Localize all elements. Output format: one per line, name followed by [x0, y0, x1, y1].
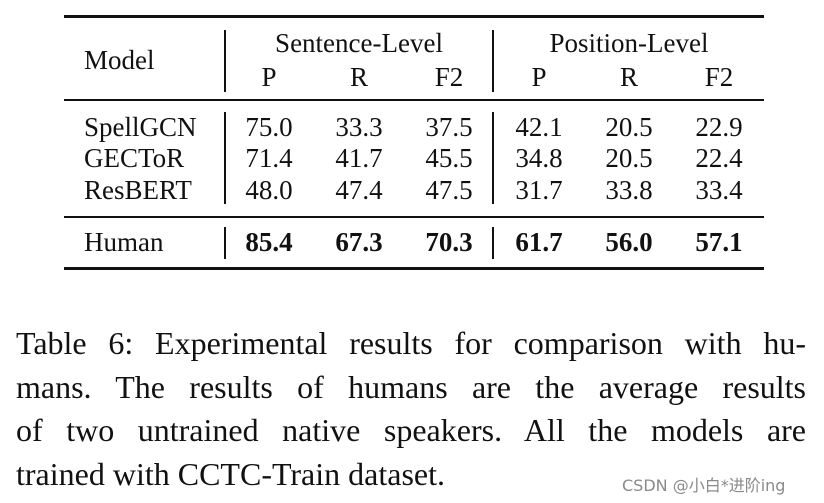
table-human-separator-rule [64, 216, 764, 218]
model-column-header: Model [84, 45, 155, 75]
table-cell-bold: 67.3 [335, 227, 383, 257]
table-cell: 33.3 [335, 112, 383, 142]
caption-line: mans. The results of humans are the aver… [16, 368, 806, 405]
sub-header-r: R [619, 62, 639, 92]
sub-header-f2: F2 [704, 62, 734, 92]
table-cell-bold: 57.1 [695, 227, 743, 257]
table-caption: Table 6: Experimental results for compar… [16, 322, 806, 496]
sub-header-p: P [531, 62, 547, 92]
body-separator-left [224, 112, 226, 204]
row-model-name: SpellGCN [84, 112, 197, 142]
caption-line: of two untrained native speakers. All th… [16, 412, 806, 448]
header-separator-right [492, 30, 494, 92]
sub-header-f2: F2 [434, 62, 464, 92]
table-header-rule [64, 99, 764, 101]
caption-line: trained with CCTC-Train dataset. [16, 455, 445, 492]
table-cell: 34.8 [515, 143, 563, 173]
row-model-name: Human [84, 227, 164, 257]
table-cell: 75.0 [245, 112, 293, 142]
table-cell-bold: 70.3 [425, 227, 473, 257]
sub-header-r: R [349, 62, 369, 92]
table-cell: 41.7 [335, 143, 383, 173]
position-level-header: Position-Level [549, 28, 709, 58]
table-cell: 45.5 [425, 143, 473, 173]
table-cell: 20.5 [605, 112, 653, 142]
human-separator-left [224, 227, 226, 259]
table-cell: 42.1 [515, 112, 563, 142]
sub-header-p: P [261, 62, 277, 92]
watermark-text: CSDN @小白*进阶ing [622, 476, 786, 495]
header-separator-left [224, 30, 226, 92]
table-cell: 48.0 [245, 175, 293, 205]
table-cell: 71.4 [245, 143, 293, 173]
table-cell: 22.9 [695, 112, 743, 142]
table-cell-bold: 61.7 [515, 227, 563, 257]
row-model-name: GECToR [84, 143, 185, 173]
caption-line: Table 6: Experimental results for compar… [16, 325, 806, 361]
table-cell: 31.7 [515, 175, 563, 205]
table-cell: 47.4 [335, 175, 383, 205]
sentence-level-header: Sentence-Level [275, 28, 443, 58]
row-model-name: ResBERT [84, 175, 192, 205]
table-cell: 20.5 [605, 143, 653, 173]
body-separator-right [492, 112, 494, 204]
human-separator-right [492, 227, 494, 259]
table-cell-bold: 56.0 [605, 227, 653, 257]
table-bottom-rule [64, 267, 764, 270]
table-cell: 33.8 [605, 175, 653, 205]
table-cell-bold: 85.4 [245, 227, 293, 257]
table-cell: 47.5 [425, 175, 473, 205]
table-cell: 37.5 [425, 112, 473, 142]
table-cell: 33.4 [695, 175, 743, 205]
table-top-rule [64, 15, 764, 18]
table-cell: 22.4 [695, 143, 743, 173]
